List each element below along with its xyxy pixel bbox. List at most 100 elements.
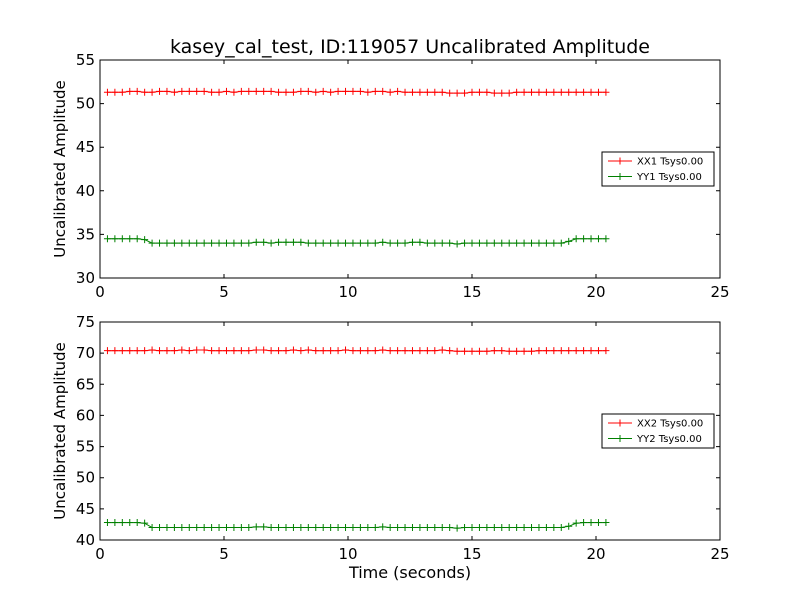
data-point [446, 524, 454, 532]
data-point [475, 524, 483, 532]
data-point [342, 87, 350, 95]
legend: XX2 Tsys0.00 YY2 Tsys0.00 [601, 413, 715, 449]
data-point [528, 239, 536, 247]
data-point [170, 88, 178, 96]
data-point [222, 87, 230, 95]
data-point [222, 347, 230, 355]
data-point [550, 239, 558, 247]
y-tick-label: 35 [76, 225, 95, 243]
data-point [349, 524, 357, 532]
data-point [141, 347, 149, 355]
data-point [394, 524, 402, 532]
data-point [342, 346, 350, 354]
data-point [535, 88, 543, 96]
data-point [423, 347, 431, 355]
data-point [468, 239, 476, 247]
data-point [468, 524, 476, 532]
data-point [215, 239, 223, 247]
data-point [252, 238, 260, 246]
data-point [289, 524, 297, 532]
data-point [408, 524, 416, 532]
data-point [386, 239, 394, 247]
data-point [483, 239, 491, 247]
data-point [349, 239, 357, 247]
data-point [178, 346, 186, 354]
data-point [289, 238, 297, 246]
data-point [594, 235, 602, 243]
data-point [431, 239, 439, 247]
data-point [126, 347, 134, 355]
data-point [275, 238, 283, 246]
data-point [349, 87, 357, 95]
data-point [111, 519, 119, 527]
data-point [200, 346, 208, 354]
data-point [185, 347, 193, 355]
data-point [178, 239, 186, 247]
data-point [520, 88, 528, 96]
data-point [401, 524, 409, 532]
data-point [408, 238, 416, 246]
top-subplot: 0 5 10 15 20 25 30 35 40 45 50 55 Uncalibrated Ampli… [51, 51, 730, 301]
data-point [170, 524, 178, 532]
data-point [319, 239, 327, 247]
data-point [163, 347, 171, 355]
data-point [468, 88, 476, 96]
data-point [475, 347, 483, 355]
data-point [275, 88, 283, 96]
data-point [498, 89, 506, 97]
data-point [557, 239, 565, 247]
data-point [483, 347, 491, 355]
data-point [141, 519, 149, 527]
y-tick-label: 45 [76, 500, 95, 518]
data-point [557, 524, 565, 532]
x-tick-label: 15 [462, 545, 481, 563]
x-tick-label: 5 [219, 545, 229, 563]
data-point [535, 347, 543, 355]
data-point [401, 88, 409, 96]
data-point [304, 346, 312, 354]
data-point [163, 524, 171, 532]
data-point [215, 347, 223, 355]
data-point [446, 347, 454, 355]
data-point [542, 88, 550, 96]
data-point [156, 239, 164, 247]
data-point [148, 239, 156, 247]
data-point [408, 88, 416, 96]
data-point [156, 347, 164, 355]
data-point [520, 347, 528, 355]
data-point [282, 238, 290, 246]
data-point [490, 89, 498, 97]
data-point [371, 347, 379, 355]
data-point [356, 239, 364, 247]
y-tick-label: 50 [76, 469, 95, 487]
legend-box [601, 413, 715, 449]
data-point [208, 347, 216, 355]
data-point [513, 524, 521, 532]
data-point [260, 238, 268, 246]
data-point [327, 239, 335, 247]
data-point [594, 519, 602, 527]
data-point [580, 347, 588, 355]
data-point [475, 239, 483, 247]
data-point [267, 347, 275, 355]
legend: XX1 Tsys0.00 YY1 Tsys0.00 [601, 151, 715, 187]
data-point [237, 347, 245, 355]
data-point [312, 347, 320, 355]
data-point [379, 87, 387, 95]
data-point [446, 89, 454, 97]
data-point [498, 524, 506, 532]
data-point [386, 347, 394, 355]
y-axis-label: Uncalibrated Amplitude [51, 80, 69, 257]
data-point [200, 239, 208, 247]
data-point [163, 87, 171, 95]
data-point [275, 347, 283, 355]
y-tick-label: 55 [76, 438, 95, 456]
data-point [267, 524, 275, 532]
data-point [431, 88, 439, 96]
data-point [103, 519, 111, 527]
data-point [297, 87, 305, 95]
data-point [528, 88, 536, 96]
data-point [193, 239, 201, 247]
axes-frame [99, 321, 721, 541]
data-point [282, 347, 290, 355]
